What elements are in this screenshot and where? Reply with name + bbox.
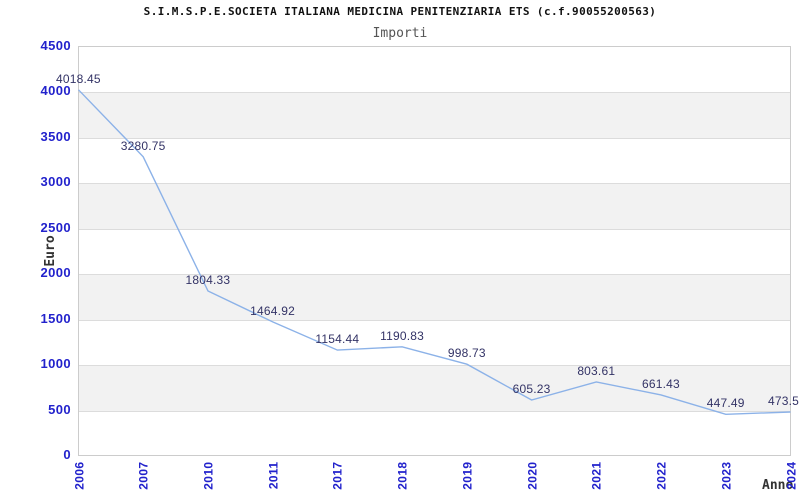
x-tick-label: 2020 [525,461,540,490]
x-tick-label: 2023 [719,461,734,490]
x-tick-label: 2006 [72,461,86,490]
data-point-label: 1190.83 [380,328,425,343]
data-point-label: 1804.33 [185,273,231,287]
data-point-label: 661.43 [642,376,680,391]
data-point-label: 998.73 [447,346,486,361]
y-tick-label: 3500 [40,128,71,144]
chart-subtitle: Importi [372,26,428,41]
x-tick-label: 2010 [201,461,216,490]
gridline [79,183,790,185]
x-tick-label: 2018 [395,461,410,490]
data-point-label: 1464.92 [250,303,295,318]
y-tick-label: 4000 [40,83,71,99]
y-tick-label: 0 [63,447,71,462]
y-tick-label: 1000 [40,356,71,372]
background-band [79,92,790,138]
data-point-label: 803.61 [577,363,616,378]
gridline [79,92,790,94]
background-band [79,183,790,229]
data-point-label: 473.5 [768,393,800,408]
data-point-label: 605.23 [512,381,551,396]
gridline [79,365,790,367]
x-axis-title: Anno [762,478,794,493]
plot-area [78,46,791,456]
gridline [79,410,790,412]
x-tick-label: 2019 [460,461,475,490]
background-band [79,365,790,411]
gridline [79,319,790,321]
y-tick-label: 4500 [40,38,71,53]
data-point-label: 1154.44 [315,332,360,347]
y-tick-label: 3000 [40,174,71,190]
data-point-label: 447.49 [706,396,745,411]
y-tick-label: 2500 [40,219,71,235]
data-point-label: 3280.75 [120,138,166,153]
y-tick-label: 1500 [40,310,71,326]
x-tick-label: 2017 [330,461,345,490]
x-tick-label: 2024 [784,461,798,490]
x-tick-label: 2022 [654,461,669,490]
gridline [79,228,790,230]
x-tick-label: 2021 [589,461,604,490]
x-tick-label: 2011 [266,461,281,490]
chart-title: S.I.M.S.P.E.SOCIETA ITALIANA MEDICINA PE… [143,5,657,18]
data-point-label: 4018.45 [56,71,101,86]
x-tick-label: 2007 [136,461,151,490]
gridline [79,137,790,139]
y-tick-label: 500 [48,401,71,417]
y-tick-label: 2000 [40,265,71,281]
